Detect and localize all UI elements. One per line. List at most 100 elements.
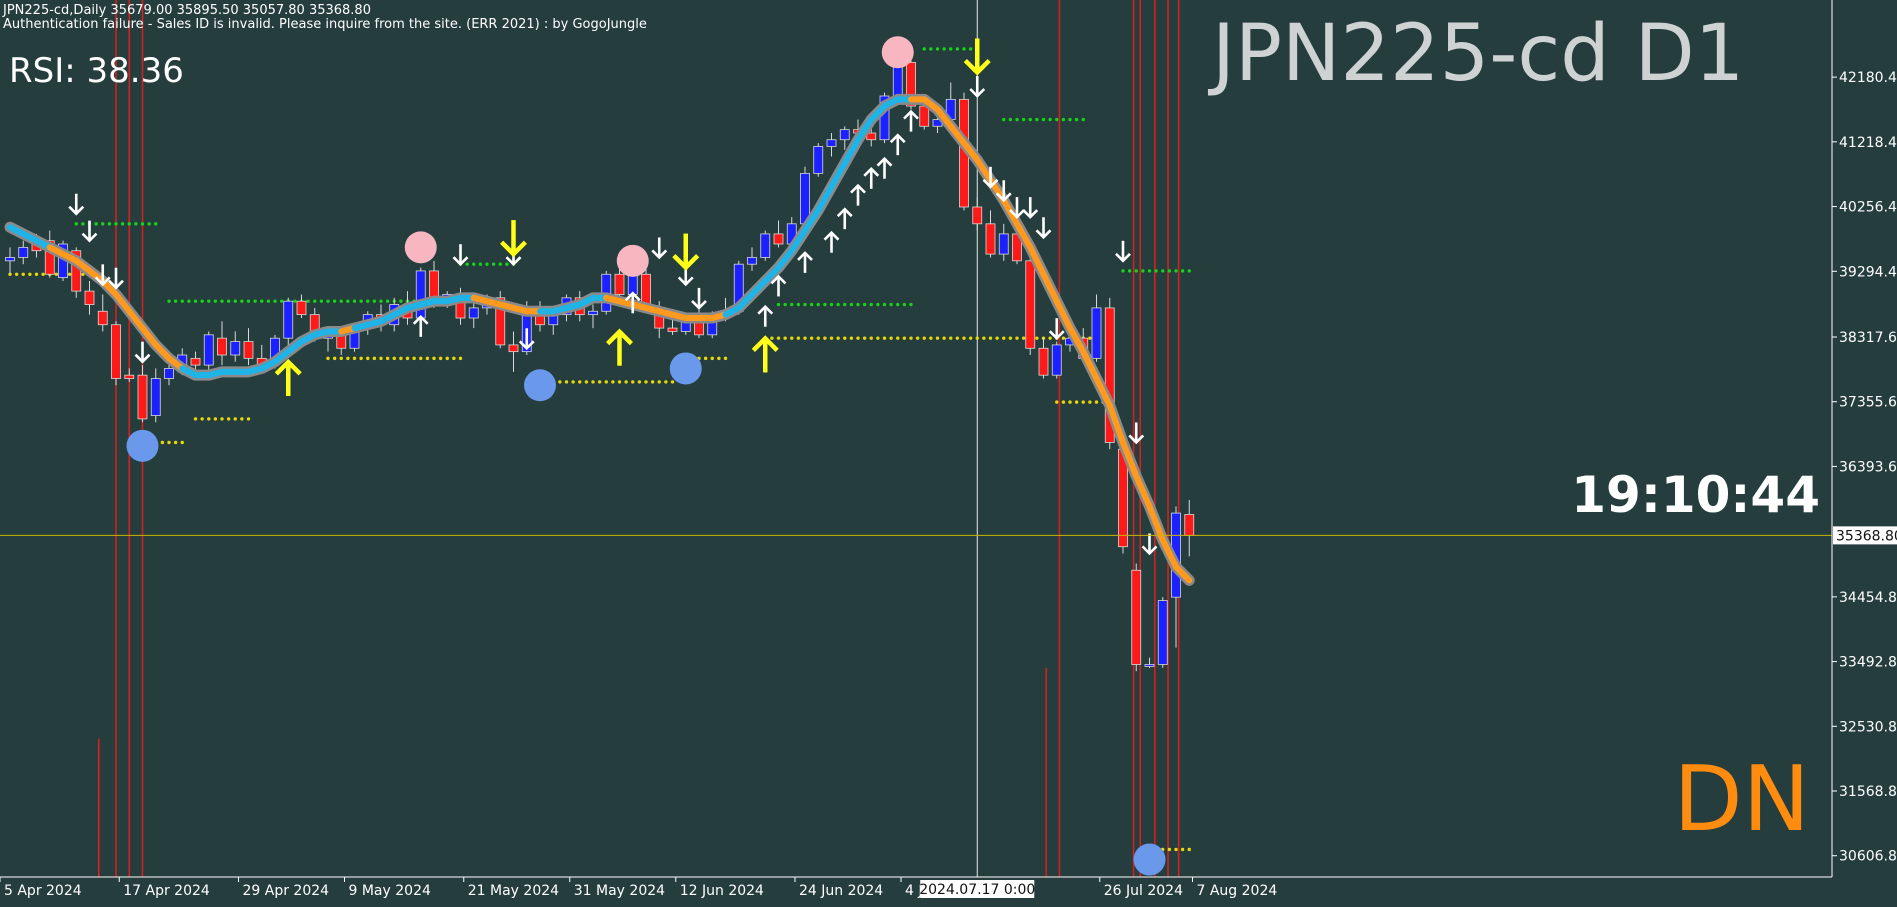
y-tick-label: 31568.80: [1839, 784, 1897, 800]
level-dot: [233, 299, 237, 303]
small-down-arrow-head: [982, 178, 999, 189]
level-dot: [352, 356, 357, 361]
candle-body: [230, 341, 241, 356]
level-dot: [558, 380, 562, 384]
level-dot: [21, 272, 25, 276]
level-dot: [127, 222, 131, 226]
ma-segment: [974, 156, 994, 184]
ma-segment: [113, 291, 133, 315]
level-dot: [346, 299, 350, 303]
level-dot: [935, 47, 940, 51]
level-dot: [578, 380, 582, 384]
level-dot: [876, 302, 880, 307]
small-up-arrow: [823, 230, 840, 253]
level-dot: [650, 380, 655, 384]
level-dot: [187, 299, 191, 303]
level-dot: [485, 262, 489, 266]
small-up-arrow-head: [863, 166, 880, 177]
level-dot: [843, 302, 847, 307]
level-dot: [949, 47, 953, 51]
level-dot: [942, 47, 946, 51]
ma-segment: [1106, 402, 1126, 446]
level-dot: [326, 299, 330, 303]
ma-segment: [802, 207, 822, 234]
level-dot: [399, 356, 403, 361]
level-dot: [790, 336, 794, 340]
big-down-arrow: [500, 220, 527, 258]
small-down-arrow: [1141, 533, 1158, 556]
small-up-arrow-head: [823, 230, 840, 241]
small-down-arrow-head: [1128, 434, 1145, 445]
level-dot: [207, 299, 211, 303]
level-dot: [326, 356, 330, 361]
level-dot: [856, 336, 860, 340]
level-dot: [319, 299, 324, 303]
level-dot: [432, 356, 436, 361]
level-dot: [637, 380, 642, 384]
small-down-arrow-head: [134, 353, 151, 364]
level-dot: [1161, 269, 1165, 273]
level-dot: [1081, 117, 1085, 122]
level-dot: [1008, 336, 1013, 340]
candle-body: [243, 341, 254, 359]
small-down-arrow: [691, 287, 707, 310]
small-up-arrow-head: [889, 133, 906, 144]
candle-body: [760, 233, 771, 258]
level-dot: [1061, 336, 1066, 340]
level-dot: [1021, 336, 1026, 340]
ma-segment: [961, 140, 981, 163]
level-dot: [213, 299, 218, 303]
candle-body: [826, 139, 837, 147]
level-dot: [1121, 269, 1125, 273]
x-tick-label: 26 Jul 2024: [1104, 883, 1183, 899]
ma-segment: [749, 278, 769, 298]
level-dot: [1094, 400, 1099, 404]
level-dot: [882, 302, 887, 307]
ma-segment: [868, 103, 888, 123]
top-circle-marker: [616, 244, 649, 277]
ma-segment: [1133, 473, 1153, 510]
small-up-arrow: [797, 251, 813, 273]
small-down-arrow: [518, 328, 535, 351]
small-down-arrow-head: [1035, 229, 1052, 240]
level-dot: [624, 380, 628, 384]
candle-body: [614, 273, 625, 295]
small-up-arrow-head: [903, 109, 919, 120]
level-dot: [1061, 400, 1066, 404]
small-down-arrow-head: [1048, 330, 1065, 341]
candle-body: [508, 344, 519, 353]
level-dot: [929, 47, 933, 51]
level-dot: [889, 336, 893, 340]
candle-body: [1184, 514, 1195, 536]
small-up-arrow: [770, 274, 787, 297]
small-down-arrow: [108, 267, 124, 290]
level-dot: [1167, 269, 1172, 273]
level-dot: [1021, 117, 1026, 122]
ma-segment: [762, 264, 782, 284]
level-dot: [1088, 336, 1092, 340]
level-dot: [167, 299, 171, 303]
signal-marks-layer: [68, 36, 1166, 876]
level-dot: [445, 356, 449, 361]
level-dot: [167, 440, 171, 445]
small-up-arrow-head: [850, 183, 866, 194]
level-dot: [425, 356, 430, 361]
candle-body: [919, 105, 930, 127]
level-dot: [1055, 400, 1059, 404]
level-dot: [591, 380, 595, 384]
header-line-2: Authentication failure - Sales ID is inv…: [3, 17, 647, 32]
ma-segment: [735, 291, 755, 311]
big-up-arrow-head: [751, 335, 779, 352]
y-tick-label: 37355.60: [1839, 395, 1897, 411]
small-down-arrow-head: [1141, 545, 1158, 556]
level-dot: [452, 356, 456, 361]
level-dot: [160, 440, 165, 445]
level-dot: [703, 356, 708, 361]
ma-segment: [139, 325, 159, 348]
level-dot: [273, 299, 277, 303]
bottom-circle-marker: [524, 369, 556, 402]
level-dot: [465, 262, 469, 266]
x-tick-label: 5 Apr 2024: [4, 883, 82, 899]
